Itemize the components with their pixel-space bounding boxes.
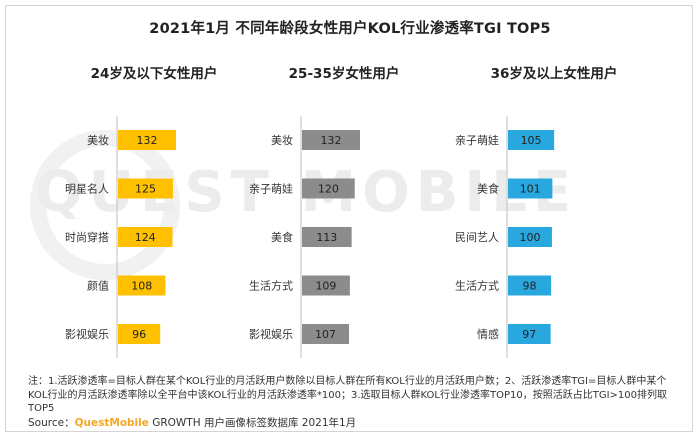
bar-25-35 bbox=[302, 324, 350, 344]
value-label: 98 bbox=[523, 280, 537, 293]
source-suffix: GROWTH 用户画像标签数据库 2021年1月 bbox=[148, 417, 357, 429]
source-prefix: Source： bbox=[28, 417, 75, 429]
category-label: 生活方式 bbox=[249, 279, 293, 293]
bar-25-35 bbox=[302, 227, 352, 247]
panel-title-over-36: 36岁及以上女性用户 bbox=[490, 66, 618, 82]
bar-under-24 bbox=[118, 178, 173, 199]
value-label: 125 bbox=[135, 183, 156, 196]
bar-under-24 bbox=[118, 130, 176, 150]
category-label: 亲子萌娃 bbox=[249, 182, 293, 196]
value-label: 132 bbox=[137, 134, 158, 147]
category-label: 美食 bbox=[271, 230, 293, 244]
value-label: 113 bbox=[316, 231, 337, 244]
value-label: 132 bbox=[321, 134, 342, 147]
category-label: 时尚穿搭 bbox=[65, 230, 109, 244]
value-label: 109 bbox=[315, 280, 336, 293]
category-label: 美食 bbox=[477, 182, 499, 196]
category-label: 影视娱乐 bbox=[249, 327, 293, 341]
bar-over-36 bbox=[508, 178, 553, 199]
bar-over-36 bbox=[508, 130, 555, 150]
category-label: 影视娱乐 bbox=[65, 327, 109, 341]
category-label: 明星名人 bbox=[65, 182, 109, 196]
value-label: 108 bbox=[131, 280, 152, 293]
value-label: 96 bbox=[132, 328, 146, 341]
bar-25-35 bbox=[302, 275, 350, 296]
bar-under-24 bbox=[118, 324, 161, 344]
bar-25-35 bbox=[302, 178, 355, 199]
value-label: 120 bbox=[318, 183, 339, 196]
category-label: 生活方式 bbox=[455, 279, 499, 293]
category-label: 民间艺人 bbox=[455, 231, 499, 244]
category-label: 美妆 bbox=[87, 134, 109, 147]
category-label: 美妆 bbox=[271, 134, 293, 147]
bar-25-35 bbox=[302, 130, 360, 150]
value-label: 105 bbox=[521, 134, 542, 147]
category-label: 情感 bbox=[477, 328, 499, 341]
panel-title-25-35: 25-35岁女性用户 bbox=[288, 66, 400, 82]
bar-under-24 bbox=[118, 227, 173, 247]
bar-over-36 bbox=[508, 227, 552, 247]
source-line: Source：QuestMobile GROWTH 用户画像标签数据库 2021… bbox=[28, 415, 356, 430]
category-label: 亲子萌娃 bbox=[455, 133, 499, 147]
source-brand: QuestMobile bbox=[74, 417, 149, 429]
bar-over-36 bbox=[508, 324, 551, 344]
panel-title-under-24: 24岁及以下女性用户 bbox=[90, 66, 218, 82]
bar-over-36 bbox=[508, 275, 552, 296]
value-label: 124 bbox=[135, 231, 156, 244]
value-label: 107 bbox=[315, 328, 336, 341]
value-label: 101 bbox=[520, 183, 541, 196]
footnote: 注：1.活跃渗透率=目标人群在某个KOL行业的月活跃用户数除以目标人群在所有KO… bbox=[28, 376, 667, 414]
value-label: 100 bbox=[519, 231, 540, 244]
value-label: 97 bbox=[522, 328, 536, 341]
bar-under-24 bbox=[118, 275, 166, 296]
chart-title: 2021年1月 不同年龄段女性用户KOL行业渗透率TGI TOP5 bbox=[149, 21, 551, 37]
chart-frame bbox=[5, 5, 693, 432]
category-label: 颜值 bbox=[87, 280, 109, 293]
